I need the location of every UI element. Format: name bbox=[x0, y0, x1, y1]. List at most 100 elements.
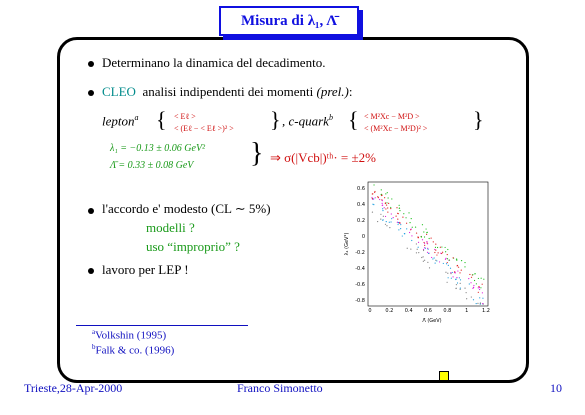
decor-dot bbox=[411, 239, 413, 242]
decor-dot bbox=[446, 281, 448, 283]
decor-dot bbox=[469, 273, 471, 276]
decor-dot bbox=[447, 272, 449, 274]
x-tick-label: 0.4 bbox=[405, 308, 413, 314]
decor-dot bbox=[445, 251, 447, 253]
decor-dot bbox=[422, 249, 425, 252]
decor-dot bbox=[397, 223, 399, 226]
decor-dot bbox=[479, 297, 481, 299]
decor-dot bbox=[382, 208, 384, 210]
decor-dot bbox=[379, 198, 381, 201]
bullet bbox=[88, 90, 94, 96]
bullet bbox=[88, 61, 94, 67]
decor-dot bbox=[408, 231, 411, 234]
decor-dot bbox=[473, 286, 475, 288]
decor-dot bbox=[396, 221, 398, 223]
x-tick-label: 0.8 bbox=[443, 308, 451, 314]
decor-dot bbox=[387, 207, 389, 209]
x-tick-label: 0 bbox=[368, 308, 371, 314]
decor-dot bbox=[423, 231, 425, 233]
decor-dot bbox=[411, 235, 413, 237]
footnote: bFalk & co. (1996) bbox=[92, 343, 174, 357]
decor-dot bbox=[423, 242, 426, 244]
decor-dot bbox=[395, 215, 397, 217]
decor-dot bbox=[417, 246, 419, 248]
y-tick-label: -0.4 bbox=[355, 266, 365, 272]
decor-dot bbox=[372, 203, 374, 205]
decor-dot bbox=[465, 292, 467, 294]
decor-dot bbox=[456, 259, 458, 261]
decor-dot bbox=[426, 243, 429, 245]
decor-dot bbox=[426, 233, 428, 236]
decor-dot bbox=[391, 198, 393, 200]
mark: b bbox=[92, 343, 96, 351]
decor-dot bbox=[464, 287, 466, 289]
brace: } bbox=[473, 107, 484, 132]
decor-dot bbox=[384, 202, 387, 204]
decor-dot bbox=[424, 259, 426, 261]
decor-dot bbox=[459, 279, 462, 281]
decor-dot bbox=[381, 202, 383, 204]
decor-dot bbox=[437, 252, 439, 254]
decor-dot bbox=[410, 218, 412, 220]
decor-dot bbox=[422, 256, 424, 258]
decor-dot bbox=[434, 246, 437, 249]
sub-item: modelli ? bbox=[146, 220, 195, 235]
decor-dot bbox=[389, 227, 391, 229]
decor-dot bbox=[479, 302, 482, 304]
decor-dot bbox=[455, 287, 457, 289]
bullet bbox=[88, 208, 94, 214]
decor-dot bbox=[426, 232, 428, 234]
decor-dot bbox=[382, 204, 384, 206]
decor-dot bbox=[450, 277, 452, 279]
x-tick-label: 1.2 bbox=[482, 308, 490, 314]
brace: { bbox=[348, 107, 359, 132]
decor-dot bbox=[406, 228, 408, 230]
decor-dot bbox=[421, 224, 424, 226]
decor-dot bbox=[383, 207, 385, 209]
decor-dot bbox=[470, 282, 472, 284]
decor-dot bbox=[403, 233, 406, 235]
decor-dot bbox=[460, 260, 463, 262]
decor-dot bbox=[385, 204, 388, 206]
decor-dot bbox=[385, 221, 387, 223]
decor-dot bbox=[479, 303, 481, 305]
decor-dot bbox=[478, 286, 481, 289]
decor-dot bbox=[470, 296, 472, 298]
decor-dot bbox=[456, 277, 458, 279]
decor-dot bbox=[455, 284, 458, 286]
decor-dot bbox=[435, 243, 437, 245]
frac: < M²Xc − M²D > bbox=[364, 112, 420, 121]
decor-dot bbox=[405, 222, 408, 224]
decor-dot bbox=[417, 236, 419, 239]
decor-dot bbox=[441, 252, 443, 255]
y-tick-label: 0.4 bbox=[357, 202, 365, 208]
text: analisi indipendenti dei momenti bbox=[142, 84, 314, 99]
slide-title: Misura di λ₁, Λ̄ bbox=[219, 6, 359, 36]
decor-dot bbox=[459, 287, 461, 289]
decor-dot bbox=[382, 210, 384, 212]
decor-dot bbox=[432, 241, 434, 243]
decor-dot bbox=[409, 222, 411, 224]
decor-dot bbox=[415, 252, 418, 254]
decor-dot bbox=[399, 210, 401, 212]
decor-dot bbox=[477, 277, 479, 280]
decor-dot bbox=[386, 192, 388, 194]
decor-dot bbox=[472, 274, 474, 276]
decor-dot bbox=[386, 225, 388, 227]
decor-dot bbox=[434, 251, 436, 254]
decor-dot bbox=[480, 287, 482, 289]
decor-dot bbox=[435, 249, 437, 251]
colon: : bbox=[348, 84, 353, 99]
decor-dot bbox=[474, 273, 476, 275]
brace: } bbox=[250, 138, 264, 169]
plot-frame bbox=[367, 181, 489, 307]
decor-dot bbox=[475, 302, 477, 305]
decor-dot bbox=[387, 197, 389, 199]
decor-dot bbox=[371, 211, 374, 213]
footer-author: Franco Simonetto bbox=[237, 381, 323, 395]
decor-dot bbox=[439, 246, 441, 248]
decor-dot bbox=[373, 204, 375, 206]
x-tick-label: 1 bbox=[465, 308, 468, 314]
decor-dot bbox=[427, 252, 430, 254]
decor-dot bbox=[466, 298, 468, 300]
